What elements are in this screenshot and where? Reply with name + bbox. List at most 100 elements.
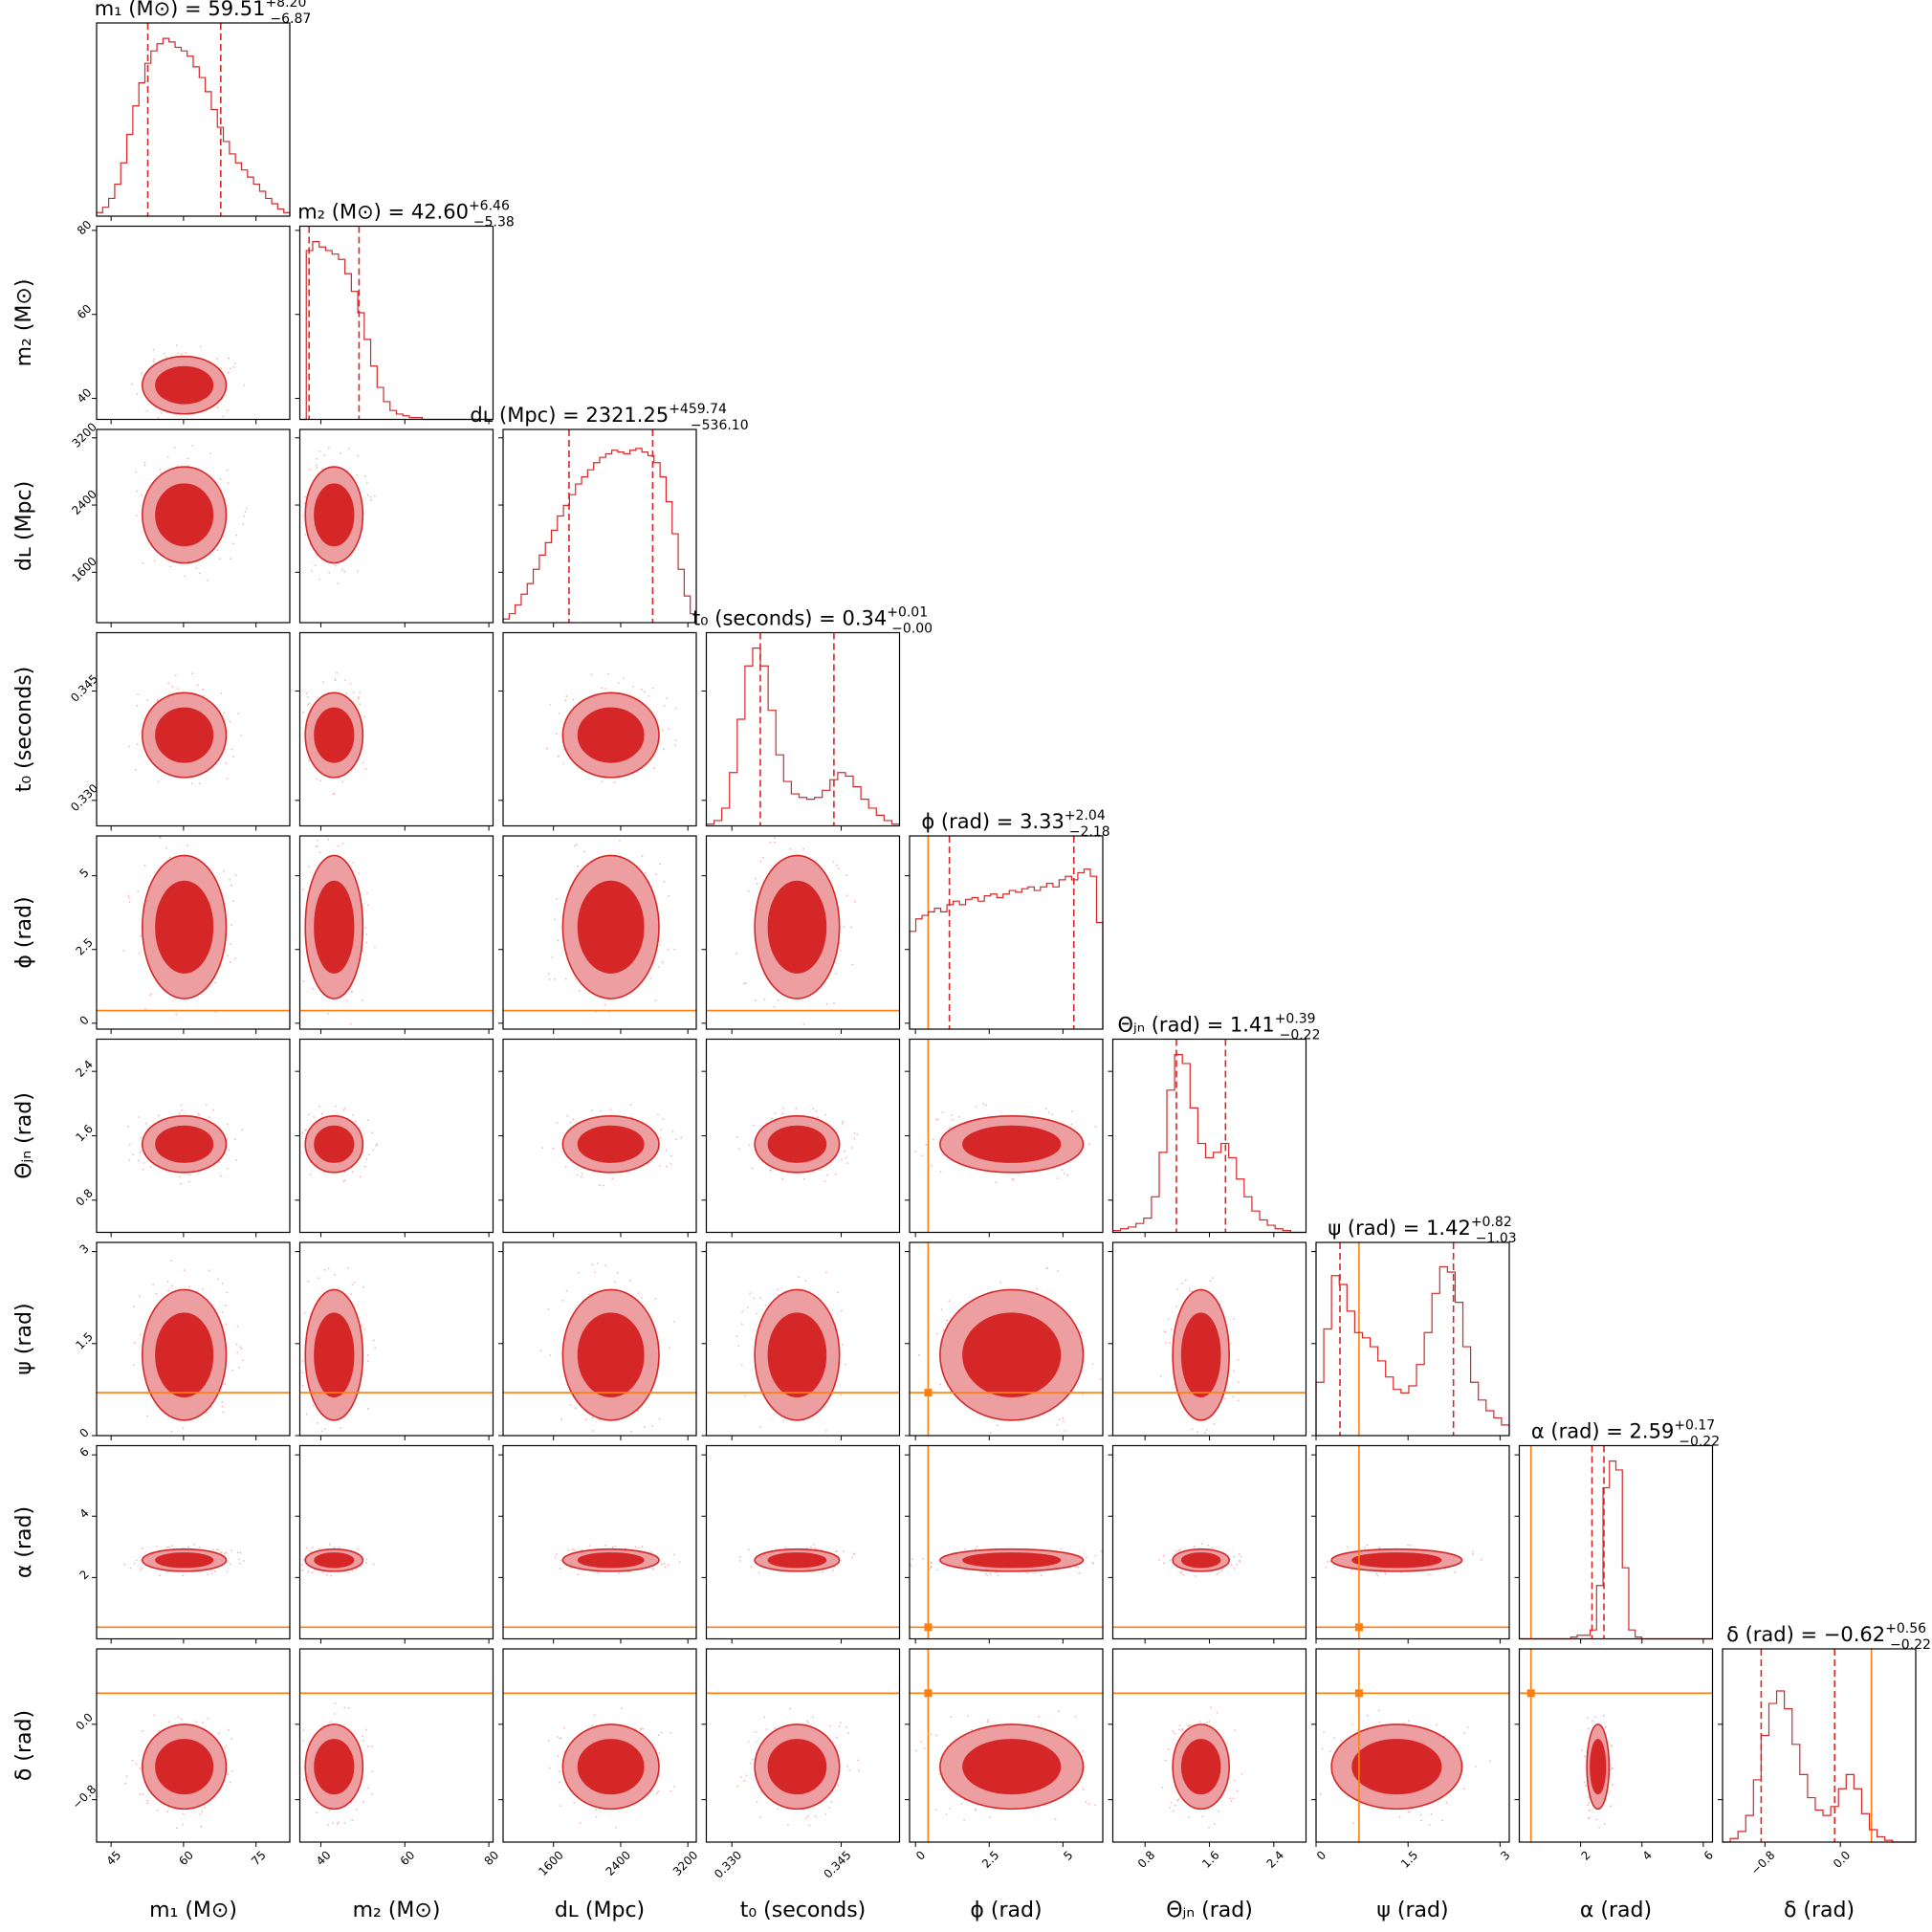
- contour-68: [962, 1739, 1062, 1795]
- sample-point: [995, 1571, 998, 1574]
- sample-point: [177, 688, 179, 691]
- sample-point: [554, 918, 557, 921]
- sample-point: [1057, 1270, 1060, 1272]
- sample-point: [184, 575, 187, 578]
- sample-point: [219, 1551, 222, 1554]
- sample-point: [845, 894, 848, 897]
- sample-point: [1051, 1113, 1054, 1116]
- sample-point: [1592, 1720, 1594, 1723]
- sample-point: [232, 365, 235, 368]
- x-axis-label-dL: dʟ (Mpc): [555, 1899, 645, 1922]
- sample-point: [629, 1279, 631, 1282]
- sample-point: [748, 1144, 751, 1146]
- sample-point: [171, 1284, 173, 1287]
- x-tick-label: 40: [314, 1848, 334, 1868]
- sample-point: [1175, 1550, 1177, 1553]
- sample-point: [230, 884, 232, 887]
- sample-point: [802, 1177, 805, 1180]
- sample-point: [1463, 1731, 1466, 1734]
- sample-point: [227, 408, 229, 411]
- sample-point: [132, 1153, 135, 1156]
- contour-68: [314, 880, 355, 974]
- sample-point: [669, 1347, 670, 1350]
- sample-point: [309, 1549, 312, 1552]
- sample-point: [334, 678, 337, 681]
- sample-point: [740, 1364, 743, 1367]
- panel-frame: [96, 225, 291, 421]
- sample-point: [845, 1726, 847, 1728]
- panel-frame: [96, 835, 291, 1030]
- x-tick-label: 4: [1640, 1848, 1655, 1862]
- sample-point: [357, 695, 360, 698]
- sample-point: [1366, 1544, 1369, 1547]
- sample-point: [143, 461, 146, 464]
- sample-point: [1186, 1724, 1189, 1727]
- sample-point: [364, 475, 366, 477]
- sample-point: [226, 778, 229, 780]
- sample-point: [374, 1347, 377, 1350]
- sample-point: [810, 1546, 812, 1548]
- sample-point: [370, 498, 373, 501]
- sample-point: [674, 739, 677, 741]
- sample-point: [226, 955, 229, 956]
- sample-point: [1612, 1767, 1614, 1769]
- sample-point: [1182, 1573, 1185, 1576]
- sample-point: [365, 1158, 368, 1160]
- sample-point: [1436, 1723, 1438, 1726]
- sample-point: [623, 677, 625, 680]
- sample-point: [304, 495, 306, 498]
- sample-point: [578, 1271, 581, 1274]
- sample-point: [1444, 1569, 1447, 1570]
- sample-point: [814, 1547, 817, 1549]
- sample-point: [1595, 1818, 1598, 1821]
- sample-point: [842, 1120, 845, 1123]
- sample-point: [1074, 1566, 1077, 1569]
- sample-point: [1408, 1720, 1410, 1723]
- sample-point: [939, 1383, 941, 1386]
- sample-point: [1378, 1721, 1381, 1723]
- sample-point: [659, 863, 661, 866]
- sample-point: [971, 1728, 973, 1731]
- contour-68: [155, 1552, 214, 1569]
- sample-point: [1174, 1732, 1176, 1735]
- sample-point: [1207, 1544, 1210, 1547]
- sample-point: [852, 1552, 855, 1555]
- sample-point: [854, 900, 857, 903]
- panel-frame: [96, 1241, 291, 1437]
- sample-point: [567, 1548, 570, 1551]
- sample-point: [774, 1727, 776, 1730]
- sample-point: [129, 1567, 132, 1570]
- sample-point: [302, 1558, 305, 1561]
- sample-point: [1216, 1573, 1218, 1576]
- sample-point: [343, 1706, 346, 1709]
- sample-point: [1588, 1795, 1591, 1798]
- panel-frame: [705, 631, 901, 827]
- sample-point: [367, 494, 369, 496]
- sample-point: [835, 1736, 838, 1739]
- sample-point: [359, 692, 361, 693]
- sample-point: [835, 1550, 837, 1552]
- sample-point: [591, 1416, 594, 1419]
- sample-point: [227, 482, 230, 484]
- sample-point: [665, 1149, 668, 1152]
- contour-68: [314, 1739, 355, 1795]
- sample-point: [597, 1571, 600, 1574]
- sample-point: [1158, 1559, 1161, 1561]
- sample-point: [630, 1116, 632, 1118]
- sample-point: [806, 1720, 809, 1723]
- sample-point: [220, 1551, 223, 1553]
- sample-point: [1178, 1724, 1181, 1726]
- sample-point: [1169, 1807, 1172, 1810]
- sample-point: [153, 358, 156, 361]
- sample-point: [367, 904, 369, 907]
- sample-point: [163, 352, 165, 355]
- sample-point: [562, 762, 564, 765]
- sample-point: [1094, 1554, 1097, 1557]
- sample-point: [141, 1548, 143, 1549]
- sample-point: [138, 1159, 140, 1162]
- sample-point: [199, 345, 202, 348]
- sample-point: [190, 782, 193, 785]
- sample-point: [987, 1719, 989, 1722]
- sample-point: [229, 1781, 231, 1784]
- sample-point: [984, 1572, 987, 1575]
